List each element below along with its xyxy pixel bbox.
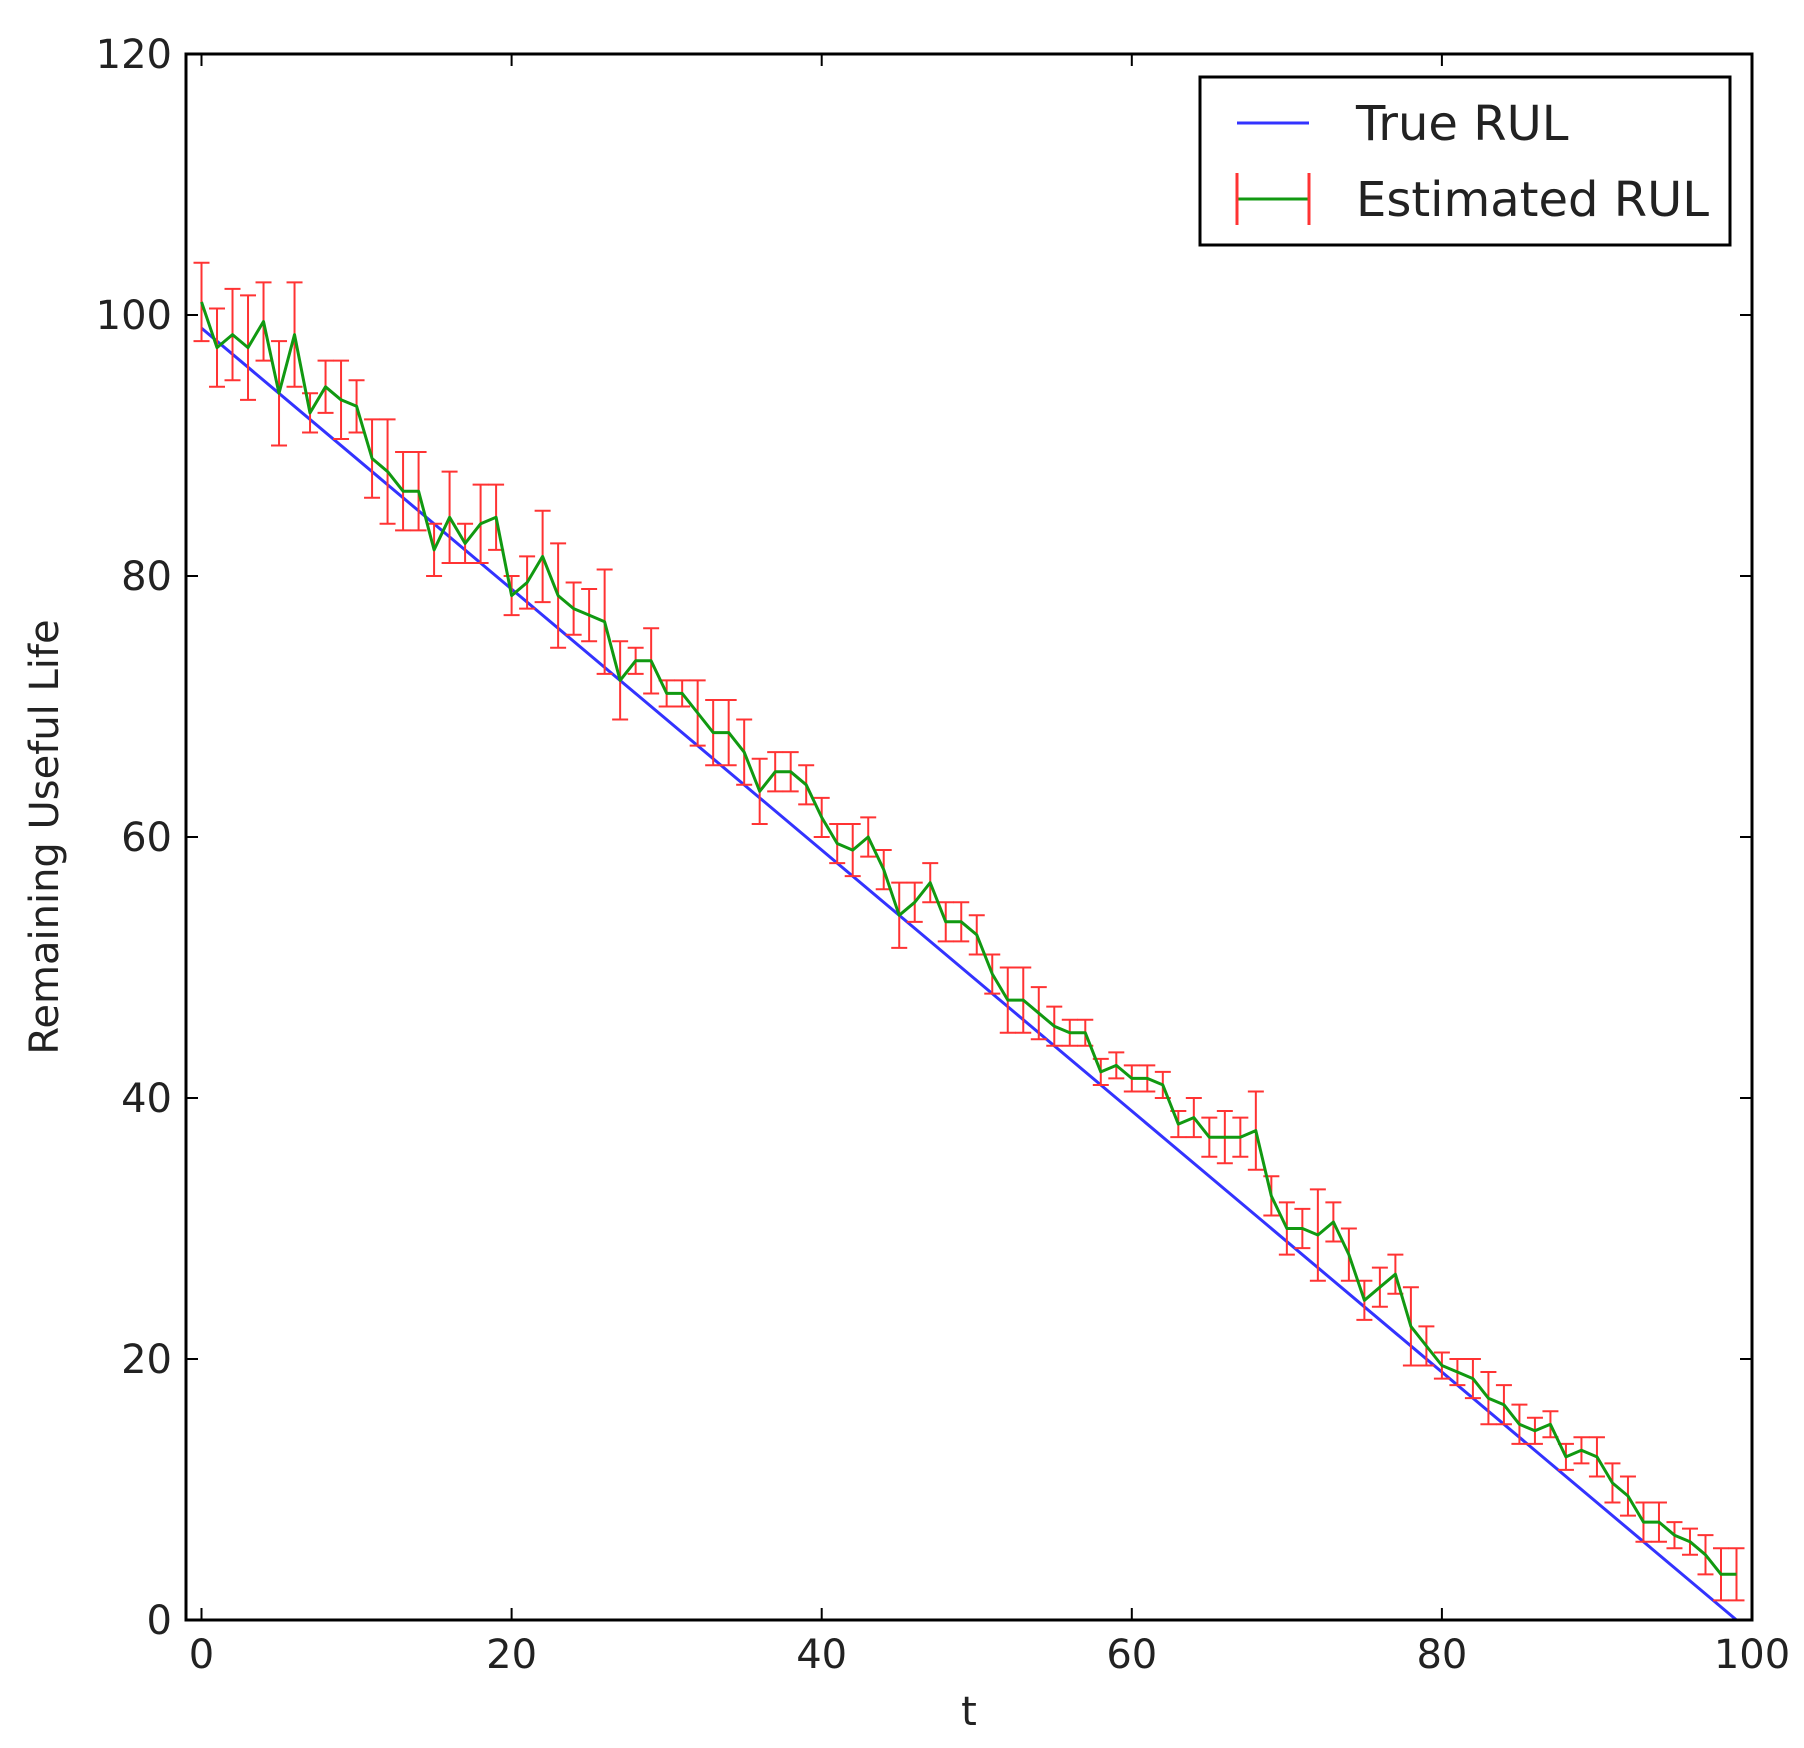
y-axis-label: Remaining Useful Life <box>22 619 68 1054</box>
x-tick-label: 40 <box>796 1632 847 1678</box>
x-axis-label: t <box>961 1689 977 1735</box>
y-tick-label: 0 <box>147 1598 172 1644</box>
x-tick-label: 80 <box>1416 1632 1467 1678</box>
x-tick-label: 20 <box>486 1632 537 1678</box>
estimated-rul-line <box>200 301 1737 1576</box>
legend-true-rul-label: True RUL <box>1355 96 1569 152</box>
y-tick-label: 100 <box>96 293 172 339</box>
y-tick-label: 80 <box>121 554 172 600</box>
x-tick-label: 0 <box>189 1632 214 1678</box>
legend: True RUL Estimated RUL <box>1198 75 1732 247</box>
y-tick-label: 40 <box>121 1076 172 1122</box>
axis-ticks <box>186 53 1753 1621</box>
series-layer <box>193 261 1745 1622</box>
legend-estimated-rul-label: Estimated RUL <box>1356 172 1709 228</box>
y-tick-label: 60 <box>121 815 172 861</box>
y-tick-label: 20 <box>121 1337 172 1383</box>
tick-labels: 0 20 40 60 80 100 0 20 40 60 80 100 120 <box>96 32 1791 1678</box>
x-tick-label: 100 <box>1714 1632 1790 1678</box>
y-tick-label: 120 <box>96 32 172 78</box>
x-tick-label: 60 <box>1106 1632 1157 1678</box>
plot-frame <box>184 52 1754 1622</box>
legend-box <box>1198 75 1732 247</box>
true-rul-line <box>200 326 1738 1622</box>
